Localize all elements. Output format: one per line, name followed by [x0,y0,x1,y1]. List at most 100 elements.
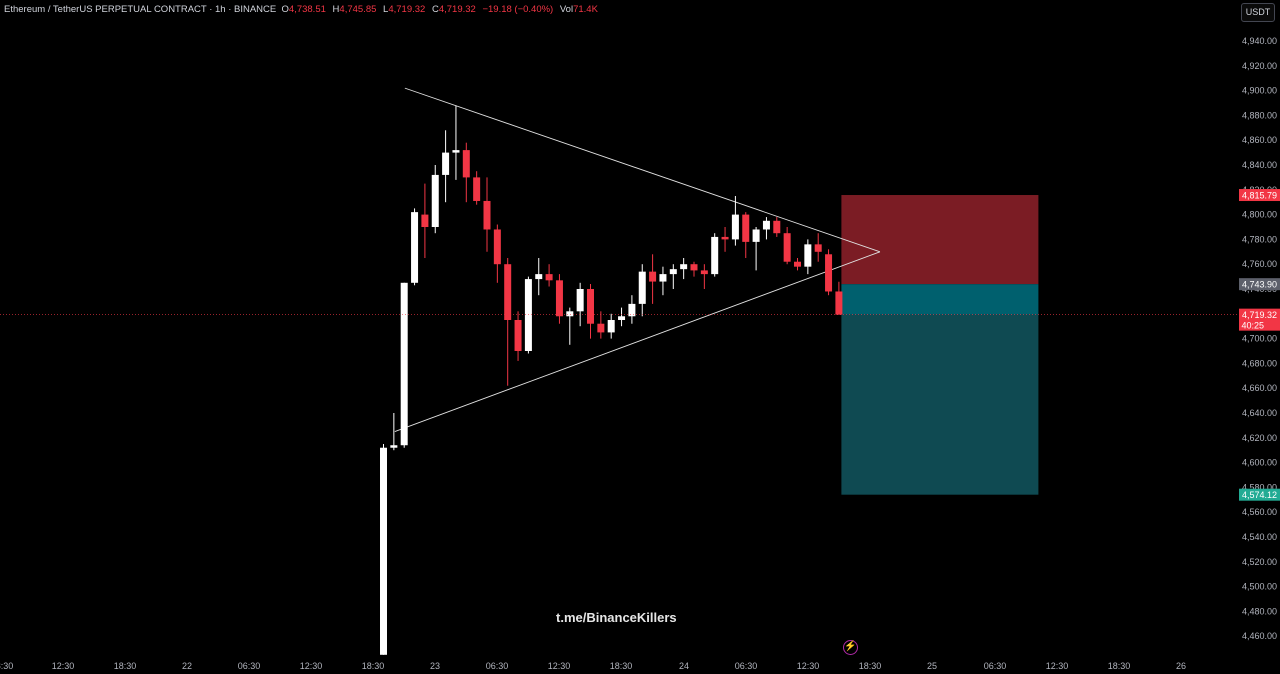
x-tick-label: 18:30 [0,661,13,671]
watermark-text: t.me/BinanceKillers [556,610,677,625]
x-tick-label: 06:30 [486,661,509,671]
y-tick-label: 4,540.00 [1242,532,1277,542]
candle [773,217,781,237]
candle-body [566,311,574,317]
candle [607,313,615,339]
candle-body [649,271,657,282]
candles [380,105,843,655]
candle [814,233,822,262]
candle [400,282,408,448]
y-tick-label: 4,500.00 [1242,582,1277,592]
candle [545,264,553,287]
candle-body [607,320,615,333]
y-tick-label: 4,620.00 [1242,433,1277,443]
candle-body [773,220,781,234]
candle-body [597,323,605,333]
y-tick-label: 4,600.00 [1242,458,1277,468]
candle [524,276,532,354]
x-tick-label: 18:30 [362,661,385,671]
y-tick-label: 4,880.00 [1242,110,1277,120]
candle-body [452,150,460,153]
candle-body [576,289,584,312]
candle-body [587,289,594,324]
close-value: 4,719.32 [438,4,476,15]
low-value: 4,719.32 [388,4,426,15]
candle [452,105,460,180]
x-tick-label: 12:30 [797,661,820,671]
candle [618,307,626,327]
candle [783,227,791,265]
y-tick-label: 4,480.00 [1242,606,1277,616]
open-value: 4,738.51 [288,4,326,15]
candle [804,239,812,275]
candle [700,264,708,289]
lightning-icon[interactable]: ⚡ [843,640,858,655]
take-profit-zone [841,314,1039,495]
candle-body [400,282,408,446]
x-tick-label: 12:30 [1046,661,1069,671]
candle [794,258,801,271]
y-tick-label: 4,800.00 [1242,210,1277,220]
current-price-label: 4,719.32 [1242,310,1277,320]
volume-value: 71.4K [573,4,598,15]
candle [762,217,770,240]
y-tick-label: 4,940.00 [1242,36,1277,46]
y-tick-label: 4,860.00 [1242,135,1277,145]
candle [473,171,481,205]
candle [431,165,439,234]
candle-body [442,152,450,175]
candle [690,261,698,277]
candle [711,233,719,277]
x-tick-label: 06:30 [735,661,758,671]
candle-body [638,271,646,304]
time-axis: 18:30 12:30 18:30 22 06:30 12:30 18:30 23 06:30 1… [0,661,1186,671]
high-label: H [332,4,340,15]
close-label: C [431,4,439,15]
candle-body [711,236,719,275]
candle-body [690,264,698,271]
candle [535,258,543,296]
candle-body [721,236,729,240]
candle-body [669,269,677,275]
triangle-pattern [394,87,881,433]
candle-body [545,274,553,281]
candle [576,282,584,327]
y-tick-label: 4,700.00 [1242,334,1277,344]
candle [566,307,574,345]
candle [597,311,605,339]
candle-body [731,214,739,240]
candle [731,196,739,246]
candle [462,142,470,203]
x-tick-label: 24 [679,661,689,671]
candle [493,224,501,283]
candle-body [814,244,822,252]
candle [628,295,636,324]
candle [421,183,429,258]
candle-body [421,214,429,227]
currency-button[interactable]: USDT [1241,3,1275,22]
candle-body [380,447,387,655]
candle [721,227,729,252]
y-tick-label: 4,760.00 [1242,259,1277,269]
entry-price-label-bg [1239,278,1280,291]
price-axis: 4,940.00 4,920.00 4,900.00 4,880.00 4,860.00… [1242,36,1277,641]
candle-body [628,303,636,317]
open-label: O [281,4,289,15]
y-tick-label: 4,520.00 [1242,557,1277,567]
change-value: −19.18 (−0.40%) [482,4,554,15]
candle-body [390,445,398,448]
low-label: L [383,4,389,15]
candle [587,284,594,339]
x-tick-label: 18:30 [610,661,633,671]
candle [825,249,833,296]
candle [483,177,491,252]
candle-body [493,229,501,265]
countdown-label: 40:25 [1241,321,1264,331]
candle-body [411,212,419,283]
y-tick-label: 4,780.00 [1242,234,1277,244]
candle [638,264,646,317]
stop-loss-zone [841,195,1039,285]
candle [380,444,387,655]
y-tick-label: 4,640.00 [1242,408,1277,418]
